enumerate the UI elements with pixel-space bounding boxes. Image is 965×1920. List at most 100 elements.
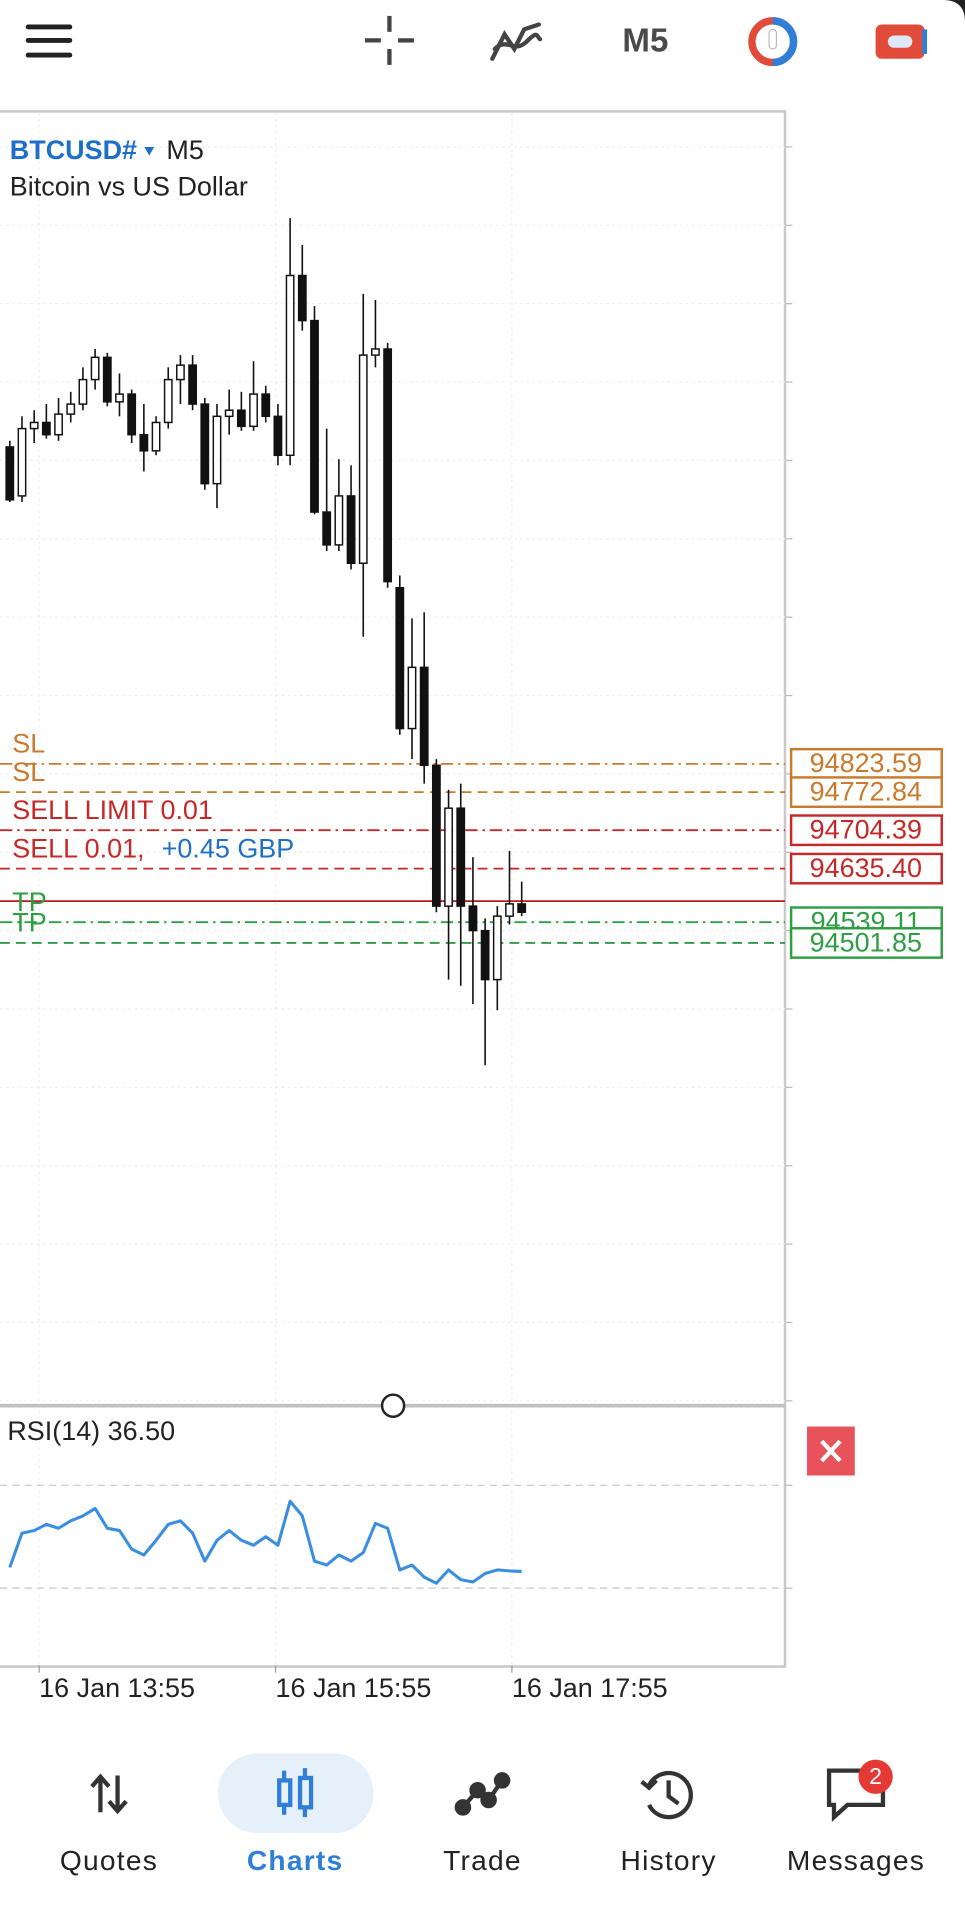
candle-body xyxy=(212,415,222,485)
price-tag-box xyxy=(789,776,943,809)
candle-body xyxy=(200,403,210,485)
candle-body xyxy=(310,319,319,513)
indicator-icon xyxy=(490,22,541,61)
icon-part xyxy=(666,1780,680,1806)
candle-body xyxy=(407,666,417,730)
order-label: TP xyxy=(12,908,46,938)
candle-body xyxy=(29,421,39,430)
candle-body xyxy=(115,393,124,403)
price-tag-box xyxy=(789,852,943,885)
indicators-button[interactable] xyxy=(490,22,543,61)
candle-body xyxy=(334,495,344,546)
candle-body xyxy=(456,807,466,907)
candle-body xyxy=(468,905,478,932)
nav-item[interactable]: History xyxy=(621,1845,717,1876)
order-label: SELL LIMIT 0.01 xyxy=(12,795,213,825)
candle-body xyxy=(371,348,380,356)
candle-body xyxy=(224,409,234,418)
candle-body xyxy=(249,393,258,428)
symbol-header: BTCUSD# M5 Bitcoin vs US Dollar xyxy=(10,135,248,202)
close-icon xyxy=(820,1439,842,1463)
time-axis: 16 Jan 13:55 16 Jan 15:55 16 Jan 17:55 xyxy=(38,1665,668,1703)
candle-body xyxy=(505,903,514,917)
icon-handle xyxy=(768,28,778,50)
one-click-button[interactable] xyxy=(748,17,798,67)
icon-part xyxy=(107,1775,128,1815)
nav-item[interactable]: Trade xyxy=(443,1845,522,1876)
icon-part xyxy=(640,1778,658,1791)
chart-frame xyxy=(0,110,787,1668)
badge xyxy=(858,1759,893,1794)
menu-button[interactable] xyxy=(25,24,73,58)
price-tag: 94704.39 xyxy=(810,815,922,845)
nav-item[interactable]: Messages xyxy=(787,1845,925,1876)
icon-part xyxy=(469,1781,486,1799)
candle-body xyxy=(419,666,429,767)
candle-body xyxy=(444,807,453,907)
candle-body xyxy=(5,446,15,501)
nav-item[interactable]: Quotes xyxy=(60,1845,158,1876)
candle-body xyxy=(261,393,271,418)
icon-ring xyxy=(772,17,798,67)
candle-body xyxy=(17,427,27,497)
crosshair-button[interactable] xyxy=(364,15,414,65)
time-label: 16 Jan 15:55 xyxy=(276,1673,432,1703)
order-label: SL xyxy=(12,729,45,759)
price-tag: 94635.40 xyxy=(810,853,922,883)
price-tag-box xyxy=(789,814,943,847)
trade-icon xyxy=(454,1772,511,1816)
candle-body xyxy=(517,903,527,913)
candle-body xyxy=(273,415,283,457)
history-icon xyxy=(640,1770,693,1820)
candle-body xyxy=(163,378,173,424)
candle-body xyxy=(90,356,100,381)
timeframe-button[interactable]: M5 xyxy=(622,23,668,60)
icon-part xyxy=(281,1768,308,1818)
candle-body xyxy=(431,764,441,907)
symbol-dropdown-arrow[interactable] xyxy=(144,146,155,156)
trade-button[interactable] xyxy=(875,24,928,59)
symbol-name[interactable]: BTCUSD# xyxy=(10,135,137,165)
icon-part xyxy=(480,1791,497,1809)
toolbar: M5 xyxy=(25,0,965,67)
candle-body xyxy=(41,421,51,436)
candle-body xyxy=(127,393,137,436)
icon-part xyxy=(90,1773,111,1813)
icon-part xyxy=(454,1799,472,1816)
candle-body xyxy=(188,364,198,405)
charts-icon xyxy=(277,1768,314,1818)
price-tag-box xyxy=(789,927,943,959)
nav-item[interactable]: Charts xyxy=(247,1845,344,1876)
order-label: SELL 0.01, xyxy=(12,833,144,863)
candle-body xyxy=(176,364,185,381)
candle-body xyxy=(139,433,149,452)
indicator-icon xyxy=(492,32,543,52)
order-label: TP xyxy=(12,887,46,917)
price-tag: 94772.84 xyxy=(810,776,922,806)
candle-body xyxy=(151,421,161,452)
bottom-navigation: 2 Quotes Charts Trade History Messages xyxy=(60,1753,925,1876)
icon-part xyxy=(647,1770,693,1820)
candle-body xyxy=(322,511,332,546)
order-label: SL xyxy=(12,757,45,787)
screen-corner xyxy=(942,0,965,23)
rsi-panel xyxy=(0,1484,793,1589)
symbol-timeframe: M5 xyxy=(166,135,203,165)
badge-count: 2 xyxy=(869,1763,882,1789)
candle-body xyxy=(480,929,490,981)
candle-body xyxy=(236,409,246,428)
candle-body xyxy=(102,356,112,403)
icon-part xyxy=(493,1772,511,1789)
candle-body xyxy=(78,378,88,405)
candle-body xyxy=(395,587,405,730)
rsi-close-button[interactable] xyxy=(807,1426,855,1476)
quotes-icon xyxy=(90,1773,128,1815)
main-chart: SL 94823.59 SL 94772.84 SELL LIMIT 0.01 94704… xyxy=(0,218,943,1066)
panel-resize-handle[interactable] xyxy=(380,1393,406,1418)
time-label: 16 Jan 13:55 xyxy=(39,1673,195,1703)
icon-inner xyxy=(887,35,913,48)
order-profit: +0.45 GBP xyxy=(162,833,295,863)
price-tag: 94823.59 xyxy=(810,748,922,778)
time-label: 16 Jan 17:55 xyxy=(512,1673,668,1703)
